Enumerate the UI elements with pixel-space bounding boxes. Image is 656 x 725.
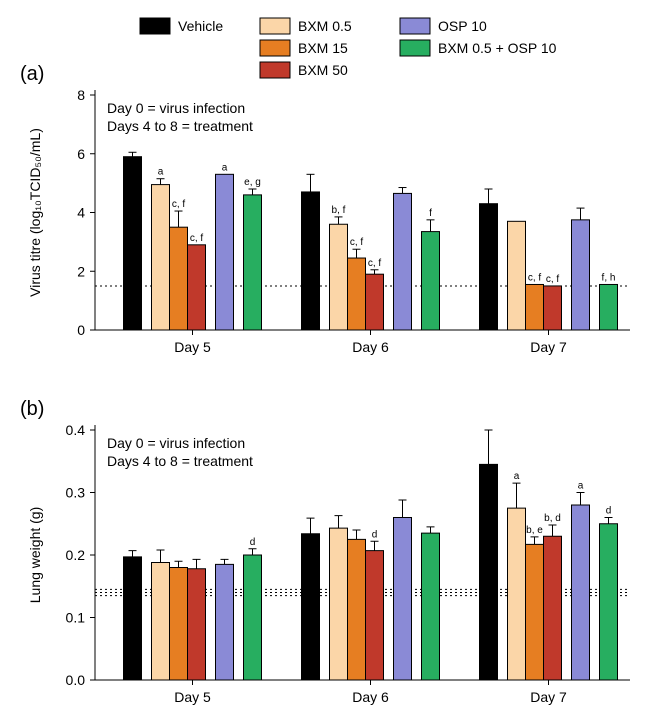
bar-a [330,224,348,330]
bar-a [244,195,262,330]
panel-b-note2: Days 4 to 8 = treatment [107,453,253,469]
bar-b [170,568,188,681]
bar-annotation: c, f [190,233,204,244]
legend-label: BXM 0.5 + OSP 10 [438,40,557,56]
legend-label: BXM 15 [298,40,348,56]
panel-b-note1: Day 0 = virus infection [107,435,245,451]
bar-a [302,192,320,330]
bar-annotation: c, f [546,274,560,285]
xtick-label: Day 6 [352,689,389,705]
bar-a [600,284,618,330]
bar-b [422,533,440,680]
bar-b [330,528,348,680]
bar-a [152,185,170,330]
bar-annotation: a [514,471,520,482]
bar-annotation: b, f [332,205,346,216]
bar-b [348,539,366,680]
panel-b-ylabel: Lung weight (g) [27,507,43,604]
bar-annotation: f [429,208,432,219]
bar-b [302,534,320,680]
bar-b [216,564,234,680]
bar-annotation: c, f [528,272,542,283]
bar-a [480,204,498,330]
legend-swatch [260,62,290,78]
bar-a [348,258,366,330]
bar-a [124,157,142,330]
ytick-label: 0.4 [66,422,86,438]
panel-a-note1: Day 0 = virus infection [107,100,245,116]
bar-b [188,569,206,680]
legend-swatch [400,40,430,56]
bar-b [394,518,412,681]
bar-annotation: c, f [350,237,364,248]
legend-swatch [260,18,290,34]
ytick-label: 4 [77,205,85,221]
ytick-label: 0 [77,322,85,338]
bar-a [188,245,206,330]
bar-a [422,232,440,330]
panel-a-ylabel: Virus titre (log₁₀TCID₅₀/mL) [27,128,43,297]
ytick-label: 0.2 [66,547,86,563]
bar-annotation: c, f [172,199,186,210]
xtick-label: Day 7 [530,689,567,705]
legend-label: BXM 0.5 [298,18,352,34]
ytick-label: 0.1 [66,610,86,626]
ytick-label: 0.0 [66,672,86,688]
bar-a [508,221,526,330]
bar-b [152,563,170,681]
bar-annotation: c, f [368,258,382,269]
bar-annotation: d [250,537,256,548]
bar-annotation: b, d [544,513,561,524]
bar-b [124,557,142,680]
legend-label: BXM 50 [298,62,348,78]
xtick-label: Day 7 [530,339,567,355]
bar-annotation: d [606,506,612,517]
bar-b [600,524,618,680]
ytick-label: 8 [77,87,85,103]
bar-b [544,536,562,680]
legend-label: Vehicle [178,18,223,34]
bar-a [526,284,544,330]
panel-b-label: (b) [20,398,44,420]
bar-annotation: a [578,481,584,492]
bar-annotation: d [372,529,378,540]
xtick-label: Day 5 [174,689,211,705]
bar-b [508,508,526,680]
bar-annotation: a [158,167,164,178]
legend-label: OSP 10 [438,18,487,34]
bar-a [544,286,562,330]
bar-a [572,220,590,330]
bar-annotation: a [222,162,228,173]
ytick-label: 0.3 [66,485,86,501]
bar-annotation: f, h [602,272,616,283]
bar-a [394,193,412,330]
legend-swatch [260,40,290,56]
panel-a-label: (a) [20,63,44,85]
xtick-label: Day 5 [174,339,211,355]
bar-annotation: e, g [244,177,261,188]
ytick-label: 2 [77,263,85,279]
bar-b [480,464,498,680]
bar-b [526,544,544,680]
bar-b [366,551,384,680]
legend-swatch [140,18,170,34]
bar-a [216,174,234,330]
bar-annotation: b, e [526,525,543,536]
bar-a [170,227,188,330]
bar-b [572,505,590,680]
bar-a [366,274,384,330]
legend-swatch [400,18,430,34]
ytick-label: 6 [77,146,85,162]
bar-b [244,555,262,680]
xtick-label: Day 6 [352,339,389,355]
panel-a-note2: Days 4 to 8 = treatment [107,118,253,134]
